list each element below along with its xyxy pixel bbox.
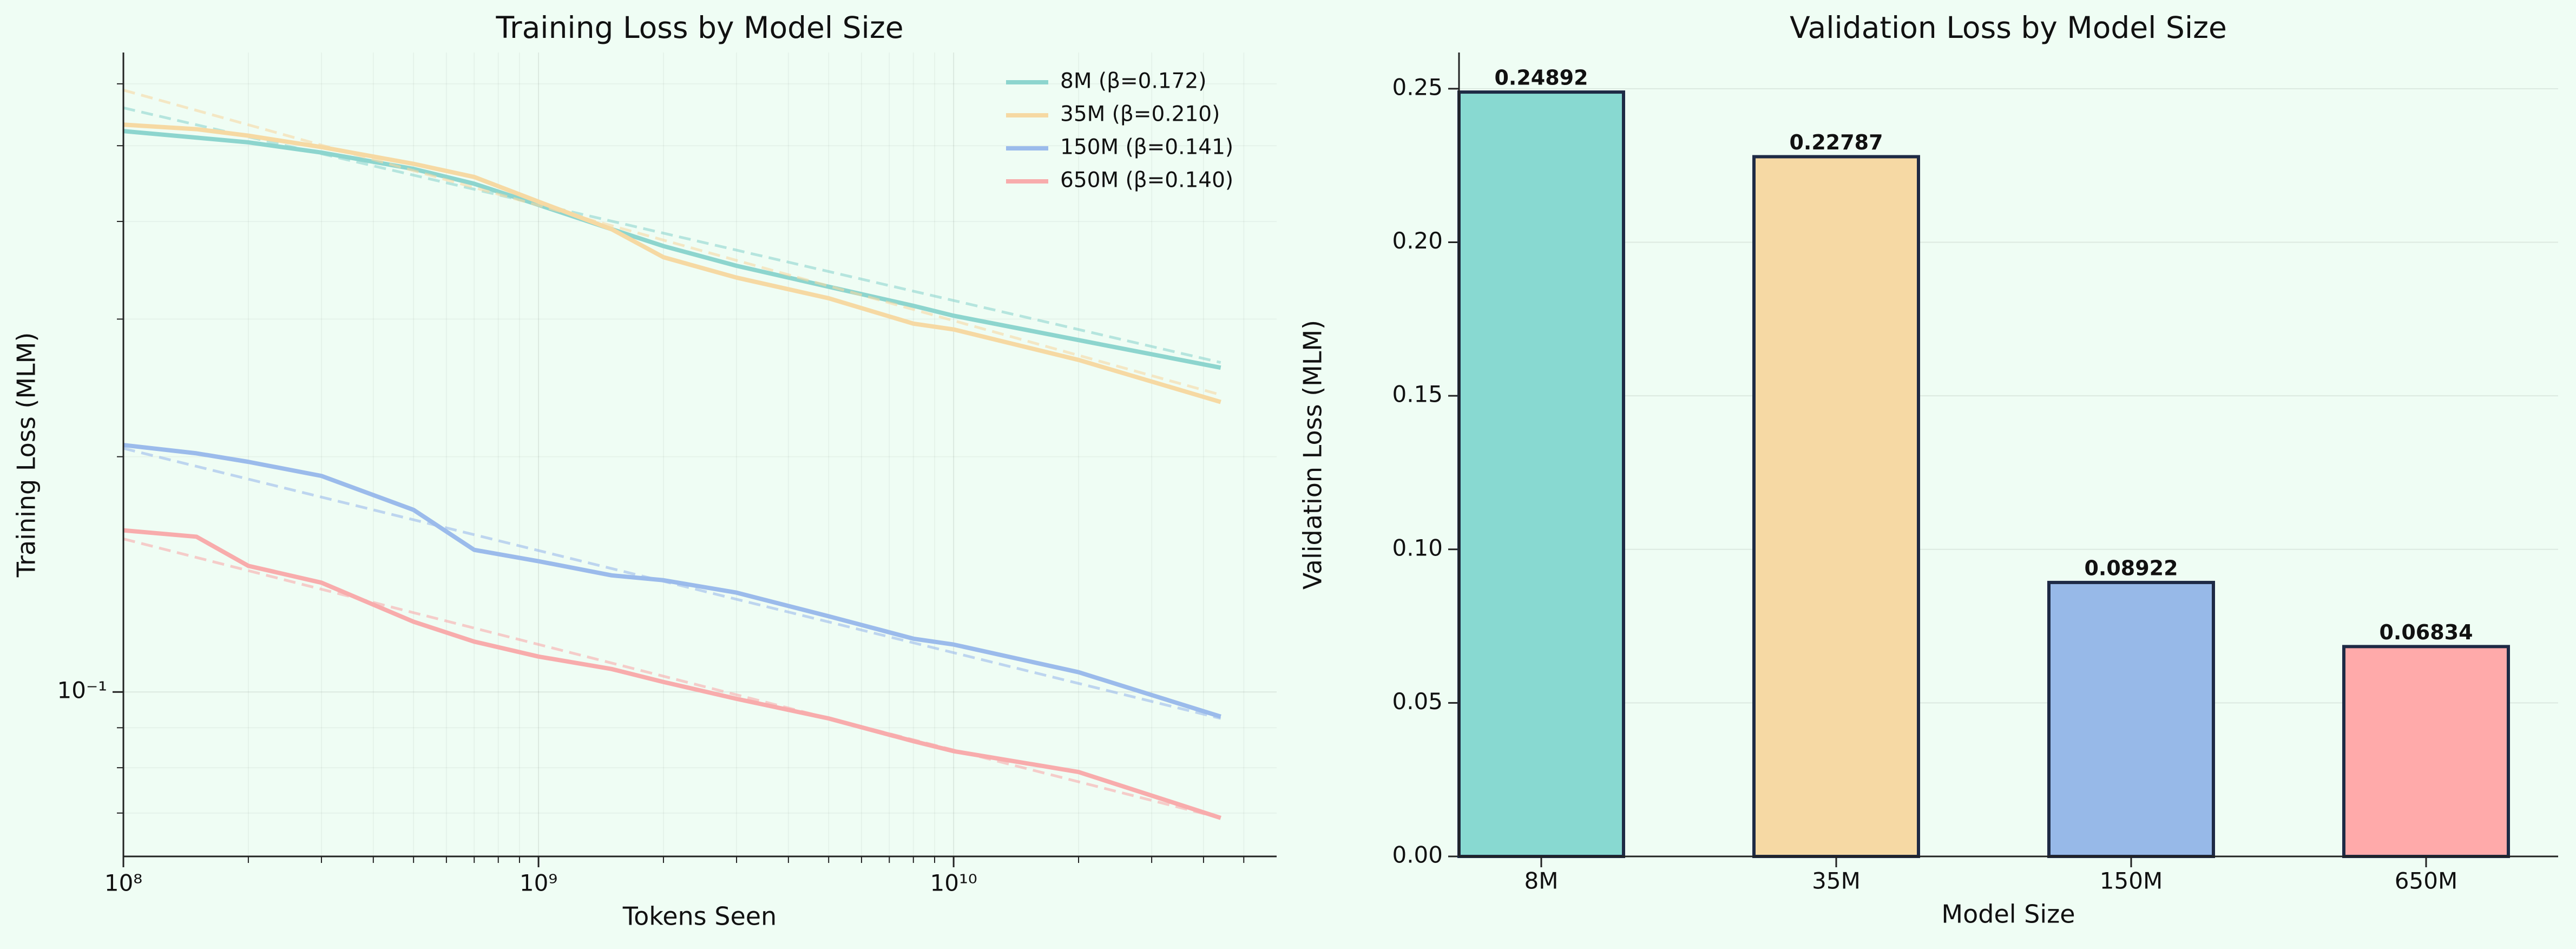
- x-tick-label: 35M: [1812, 868, 1861, 894]
- legend-label: 650M (β=0.140): [1060, 168, 1233, 193]
- value-label: 0.06834: [2379, 620, 2473, 644]
- series-line: [123, 443, 1221, 719]
- value-label: 0.22787: [1789, 130, 1883, 154]
- x-tick-label: 150M: [2100, 868, 2163, 894]
- legend-label: 150M (β=0.141): [1060, 135, 1233, 160]
- y-tick-label: 0.05: [1392, 688, 1443, 715]
- chart-title: Training Loss by Model Size: [495, 10, 903, 45]
- x-axis-label: Tokens Seen: [622, 902, 777, 931]
- x-tick-label: 10⁸: [104, 870, 142, 896]
- y-tick-label: 0.15: [1392, 381, 1443, 408]
- x-tick-label: 10¹⁰: [930, 870, 977, 896]
- x-tick-label: 10⁹: [520, 870, 557, 896]
- series-line: [123, 122, 1221, 404]
- y-tick-label: 0.10: [1392, 534, 1443, 561]
- y-axis-label: Training Loss (MLM): [12, 332, 41, 578]
- legend-label: 35M (β=0.210): [1060, 102, 1220, 127]
- value-label: 0.08922: [2084, 556, 2178, 580]
- bar: [2047, 580, 2215, 858]
- x-axis-label: Model Size: [1941, 900, 2075, 929]
- fit-line: [123, 537, 1221, 820]
- bar: [1752, 155, 1920, 858]
- fit-line: [123, 447, 1221, 720]
- bar: [2342, 645, 2510, 859]
- bar: [1457, 90, 1625, 858]
- y-tick-label: 0.20: [1392, 227, 1443, 254]
- chart-title: Validation Loss by Model Size: [1790, 10, 2227, 45]
- y-tick-label: 0.25: [1392, 74, 1443, 100]
- y-axis-label: Validation Loss (MLM): [1298, 320, 1328, 590]
- fit-line: [123, 89, 1221, 396]
- value-label: 0.24892: [1494, 66, 1588, 90]
- legend-label: 8M (β=0.172): [1060, 69, 1207, 94]
- series-line: [123, 528, 1221, 820]
- x-tick-label: 650M: [2395, 868, 2457, 894]
- x-tick-label: 8M: [1524, 868, 1559, 894]
- y-tick-label: 0.00: [1392, 842, 1443, 868]
- y-tick-label: 10⁻¹: [57, 677, 107, 704]
